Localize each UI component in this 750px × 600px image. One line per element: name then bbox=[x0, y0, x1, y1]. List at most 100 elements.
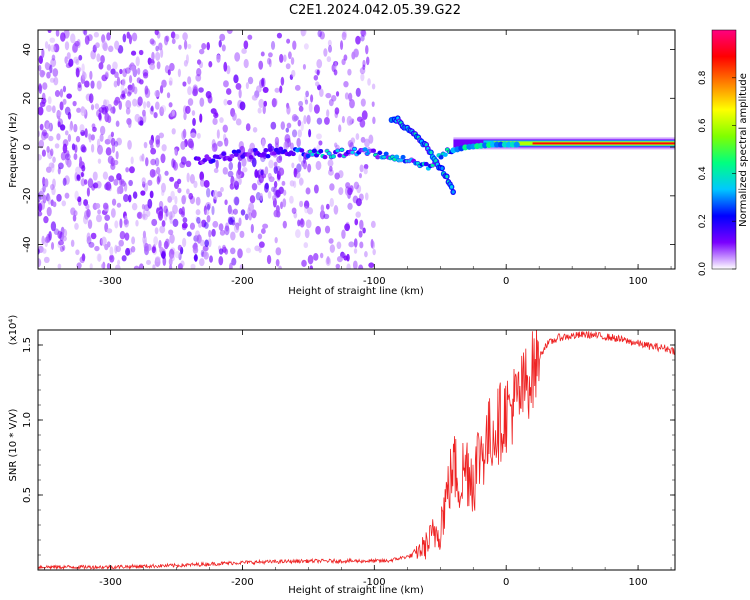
noise-blob bbox=[313, 104, 320, 114]
noise-blob bbox=[60, 151, 67, 161]
noise-blob bbox=[226, 100, 233, 106]
noise-blob bbox=[88, 241, 95, 248]
noise-blob bbox=[174, 147, 179, 156]
noise-blob bbox=[85, 203, 90, 210]
noise-blob bbox=[48, 135, 54, 142]
noise-blob bbox=[159, 85, 164, 94]
noise-blob bbox=[153, 111, 158, 119]
noise-blob bbox=[209, 255, 213, 263]
noise-blob bbox=[339, 40, 344, 51]
noise-blob bbox=[248, 211, 253, 221]
trace-blob bbox=[276, 150, 282, 155]
colorbar-tick-label: 0.0 bbox=[698, 262, 708, 277]
noise-blob bbox=[353, 48, 359, 58]
noise-blob bbox=[158, 210, 164, 221]
noise-blob bbox=[230, 247, 236, 255]
noise-blob bbox=[286, 38, 291, 44]
noise-blob bbox=[240, 209, 246, 216]
noise-blob bbox=[251, 182, 258, 191]
noise-blob bbox=[38, 64, 42, 72]
noise-blob bbox=[198, 258, 205, 267]
noise-blob bbox=[325, 203, 330, 210]
trace-blob bbox=[235, 149, 241, 154]
noise-blob bbox=[86, 208, 91, 218]
noise-blob bbox=[47, 96, 52, 105]
noise-blob bbox=[329, 165, 333, 172]
noise-blob bbox=[154, 157, 160, 167]
trace-blob bbox=[271, 151, 277, 156]
x-tick-label: -200 bbox=[231, 577, 254, 588]
noise-blob bbox=[99, 125, 106, 136]
band-lead-blob bbox=[513, 141, 520, 148]
noise-blob bbox=[110, 131, 115, 138]
noise-blob bbox=[303, 114, 307, 125]
noise-blob bbox=[326, 109, 330, 118]
noise-blob bbox=[363, 163, 369, 170]
noise-blob bbox=[131, 32, 138, 42]
noise-blob bbox=[92, 182, 99, 189]
noise-blob bbox=[94, 103, 100, 110]
noise-blob bbox=[64, 106, 71, 116]
noise-blob bbox=[38, 202, 43, 212]
trace-blob bbox=[195, 156, 201, 161]
noise-blob bbox=[192, 244, 198, 250]
noise-blob bbox=[346, 263, 351, 269]
noise-blob bbox=[359, 164, 364, 173]
noise-blob bbox=[155, 51, 161, 61]
noise-blob bbox=[278, 167, 285, 176]
noise-blob bbox=[302, 63, 306, 70]
noise-blob bbox=[90, 104, 95, 111]
noise-blob bbox=[193, 255, 198, 261]
noise-blob bbox=[241, 48, 247, 55]
noise-blob bbox=[261, 228, 266, 235]
noise-blob bbox=[254, 169, 259, 179]
noise-blob bbox=[39, 187, 45, 197]
noise-blob bbox=[248, 202, 255, 212]
noise-blob bbox=[40, 200, 46, 211]
noise-blob bbox=[140, 190, 146, 196]
trace-blob bbox=[278, 146, 284, 152]
noise-blob bbox=[52, 178, 56, 189]
noise-blob bbox=[131, 202, 138, 211]
noise-blob bbox=[112, 105, 116, 115]
trace-blob bbox=[263, 148, 269, 153]
noise-blob bbox=[213, 168, 219, 174]
noise-blob bbox=[109, 246, 114, 256]
noise-blob bbox=[118, 239, 124, 247]
noise-blob bbox=[136, 77, 141, 84]
noise-blob bbox=[165, 208, 169, 217]
noise-blob bbox=[203, 179, 210, 188]
noise-blob bbox=[315, 225, 321, 235]
noise-blob bbox=[158, 132, 165, 139]
noise-blob bbox=[48, 162, 55, 169]
noise-blob bbox=[123, 88, 128, 94]
noise-blob bbox=[83, 30, 88, 36]
noise-blob bbox=[344, 223, 351, 232]
noise-blob bbox=[116, 173, 122, 181]
noise-blob bbox=[152, 264, 156, 269]
noise-blob bbox=[287, 51, 292, 60]
noise-blob bbox=[303, 200, 310, 209]
noise-blob bbox=[304, 228, 310, 239]
trace-core bbox=[331, 154, 336, 159]
noise-blob bbox=[38, 190, 45, 200]
noise-blob bbox=[57, 230, 62, 239]
noise-blob bbox=[137, 67, 141, 75]
noise-blob bbox=[304, 95, 308, 102]
spectrogram-y-ticks: -40 -20 0 20 40 bbox=[22, 43, 675, 253]
noise-blob bbox=[364, 192, 369, 201]
noise-blob bbox=[262, 223, 269, 229]
noise-blob bbox=[146, 259, 151, 265]
noise-blob bbox=[48, 122, 53, 132]
noise-blob bbox=[101, 236, 107, 247]
noise-blob bbox=[307, 254, 314, 265]
noise-blob bbox=[96, 53, 101, 63]
noise-blob bbox=[289, 142, 294, 150]
noise-blob bbox=[38, 258, 42, 268]
noise-blob bbox=[72, 214, 77, 222]
noise-blob bbox=[115, 150, 119, 160]
noise-blob bbox=[41, 129, 48, 137]
noise-blob bbox=[64, 130, 69, 136]
noise-blob bbox=[266, 254, 272, 265]
trace-blob bbox=[265, 154, 271, 159]
